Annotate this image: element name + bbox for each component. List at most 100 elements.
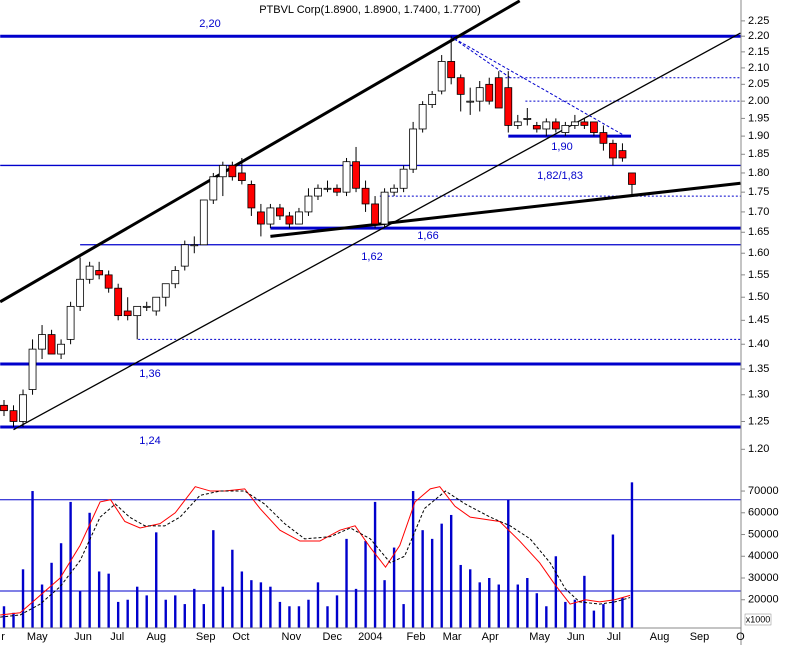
volume-bar — [430, 538, 434, 628]
volume-bar — [164, 599, 167, 628]
indicator-line — [0, 486, 631, 616]
volume-bar — [21, 569, 25, 628]
candle-body — [228, 165, 237, 178]
candle-body — [333, 187, 341, 193]
candle-body — [504, 87, 513, 126]
volume-bar — [31, 491, 34, 628]
volume-bar — [12, 612, 15, 628]
volume-bar — [611, 534, 615, 628]
volume-panel — [0, 482, 741, 628]
candle-body — [599, 132, 608, 144]
volume-bar — [231, 549, 234, 628]
candle-body — [390, 187, 398, 193]
x-tick-label: Aug — [650, 631, 670, 643]
volume-bar — [307, 599, 310, 628]
unit-label: x1000 — [746, 614, 771, 624]
candle-body — [628, 172, 636, 185]
candle-body — [342, 161, 351, 193]
volume-bar — [107, 573, 110, 628]
candle-body — [352, 161, 360, 189]
level-label: 1,62 — [361, 251, 382, 263]
level-label: 1,90 — [551, 141, 572, 153]
y-tick-label: 1.20 — [748, 443, 769, 455]
unit-box — [744, 613, 772, 626]
volume-bar — [145, 595, 148, 628]
volume-bar — [630, 482, 634, 628]
volume-bar — [240, 571, 244, 628]
volume-bar — [526, 578, 529, 628]
candle-body — [475, 87, 484, 102]
y-tick-label: 30000 — [748, 572, 779, 584]
volume-bar — [478, 582, 481, 628]
volume-bar — [316, 582, 320, 628]
y-tick-label: 1.85 — [748, 148, 769, 160]
y-tick-label: 2.05 — [748, 78, 769, 90]
y-tick-label: 1.75 — [748, 186, 769, 198]
level-label: 1,82/1,83 — [537, 170, 583, 182]
candle-body — [276, 207, 284, 217]
price-panel — [0, 0, 741, 431]
candle-body — [0, 404, 8, 412]
x-tick-label: Jul — [110, 631, 124, 643]
candle-body — [104, 274, 113, 289]
candle-body — [590, 121, 598, 133]
volume-bar — [383, 580, 386, 628]
candle-body — [437, 61, 446, 92]
volume-bar — [602, 604, 605, 628]
volume-bar — [488, 578, 491, 628]
volume-bar — [545, 606, 548, 628]
volume-bar — [345, 538, 348, 628]
level-label: 1,24 — [139, 435, 160, 447]
y-tick-label: 1.35 — [748, 363, 769, 375]
candle-body — [314, 187, 322, 197]
volume-bar — [155, 532, 158, 628]
y-tick-label: 2.20 — [748, 30, 769, 42]
candle-body — [171, 270, 180, 285]
candle-body — [133, 305, 142, 317]
candle-body — [57, 343, 65, 355]
candle-body — [76, 278, 85, 307]
candle-body — [190, 244, 199, 247]
volume-bar — [326, 606, 329, 628]
volume-bar — [183, 604, 186, 628]
volume-bar — [259, 582, 263, 628]
volume-bar — [88, 512, 91, 628]
volume-bar — [288, 606, 291, 628]
volume-bar — [621, 597, 624, 628]
candle-body — [380, 191, 389, 225]
candle-body — [609, 142, 617, 159]
volume-bar — [354, 588, 358, 628]
y-tick-label: 1.55 — [748, 269, 769, 281]
x-tick-label: Oct — [232, 631, 249, 643]
y-tick-label: 1.30 — [748, 389, 769, 401]
candle-body — [47, 334, 56, 355]
x-tick-label: Jul — [607, 631, 621, 643]
candle-body — [570, 121, 579, 126]
candle-body — [323, 187, 332, 190]
volume-bar — [564, 601, 567, 628]
candle-body — [399, 168, 408, 189]
candle-body — [95, 270, 104, 276]
volume-bar — [497, 584, 500, 628]
x-tick-label: May — [27, 631, 48, 643]
candle-body — [123, 310, 132, 317]
candle-body — [142, 305, 151, 308]
candle-body — [542, 121, 551, 130]
volume-bar — [250, 580, 253, 628]
candle-body — [266, 207, 275, 225]
y-tick-label: 1.70 — [748, 206, 769, 218]
y-tick-label: 2.10 — [748, 62, 769, 74]
x-tick-label: Apr — [482, 631, 499, 643]
candle-body — [561, 125, 570, 133]
trend-line — [0, 0, 521, 304]
y-tick-label: 1.60 — [748, 247, 769, 259]
candle-body — [114, 287, 123, 317]
candle-body — [152, 296, 161, 312]
volume-bar — [421, 530, 424, 628]
volume-bar — [335, 595, 339, 628]
candle-body — [247, 184, 256, 209]
y-tick-label: 60000 — [748, 507, 779, 519]
